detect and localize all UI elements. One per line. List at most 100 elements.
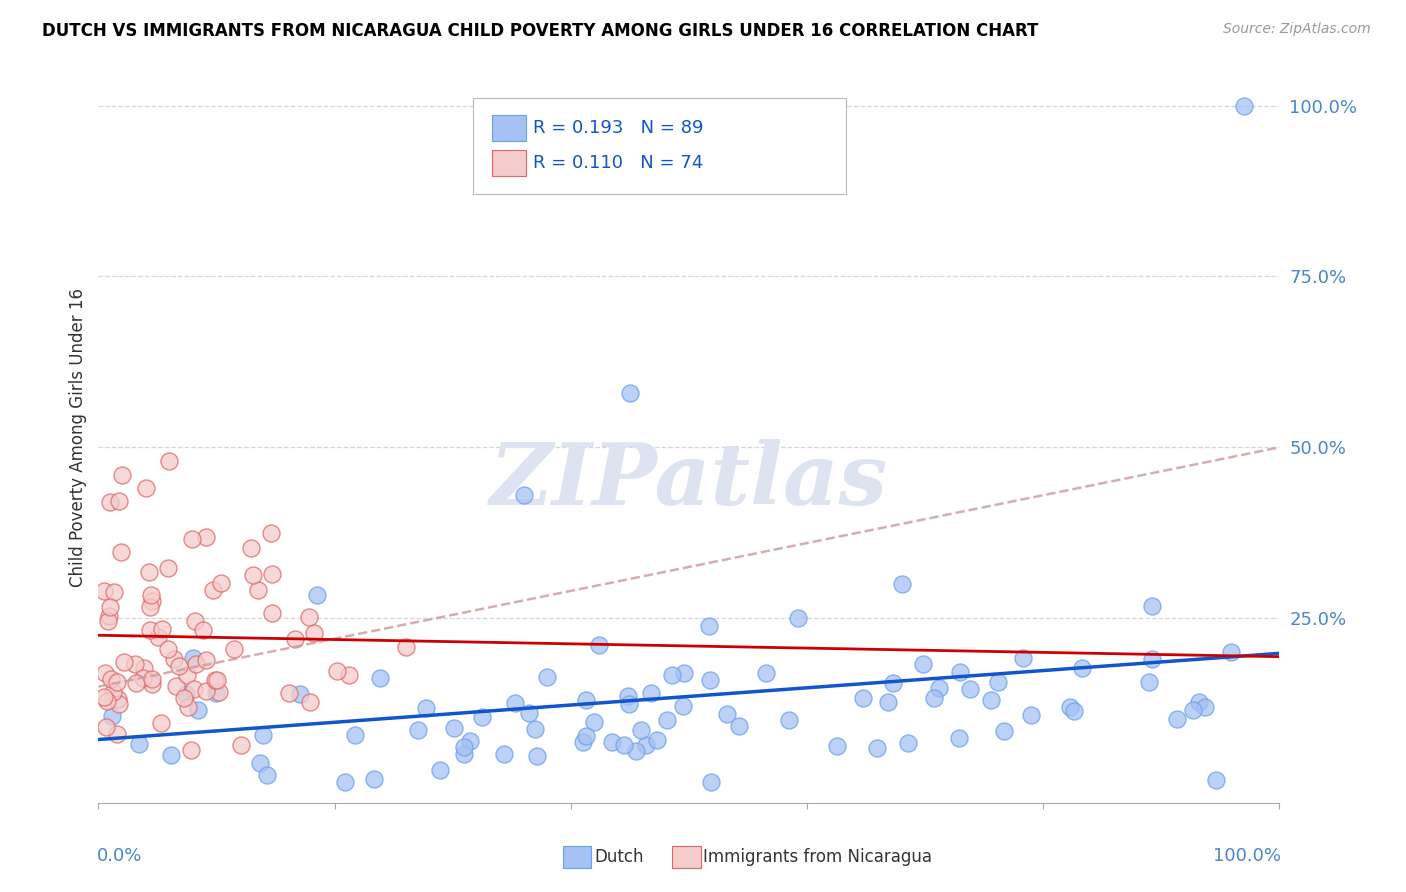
- Point: [150, 622, 173, 636]
- Point: [333, 775, 356, 789]
- Point: [98, 495, 121, 509]
- Point: [897, 736, 920, 750]
- Point: [284, 632, 307, 646]
- Point: [156, 561, 179, 575]
- Point: [94, 665, 117, 680]
- Point: [181, 651, 204, 665]
- Point: [343, 728, 366, 742]
- Point: [636, 738, 658, 752]
- Point: [298, 695, 321, 709]
- Point: [204, 673, 226, 687]
- Point: [150, 715, 173, 730]
- Point: [139, 588, 162, 602]
- Point: [1137, 674, 1160, 689]
- Point: [141, 594, 163, 608]
- Point: [337, 667, 360, 681]
- Point: [194, 530, 217, 544]
- FancyBboxPatch shape: [562, 846, 591, 868]
- Point: [239, 541, 262, 555]
- Point: [146, 630, 169, 644]
- Point: [825, 739, 848, 754]
- Point: [512, 488, 534, 502]
- Point: [1166, 712, 1188, 726]
- Point: [363, 772, 385, 786]
- Point: [890, 577, 912, 591]
- Point: [697, 618, 720, 632]
- Point: [959, 681, 981, 696]
- Point: [160, 747, 183, 762]
- Point: [165, 679, 187, 693]
- Point: [1205, 773, 1227, 788]
- Point: [1194, 700, 1216, 714]
- Point: [1071, 661, 1094, 675]
- Point: [727, 719, 749, 733]
- Text: R = 0.193   N = 89: R = 0.193 N = 89: [533, 119, 703, 136]
- Point: [1059, 700, 1081, 714]
- Point: [617, 689, 640, 703]
- Point: [163, 652, 186, 666]
- Point: [574, 729, 596, 743]
- Point: [252, 728, 274, 742]
- Point: [139, 599, 162, 614]
- Point: [1140, 652, 1163, 666]
- Point: [755, 666, 778, 681]
- Point: [173, 690, 195, 705]
- Point: [588, 638, 610, 652]
- Point: [256, 767, 278, 781]
- Point: [246, 583, 269, 598]
- Point: [107, 692, 129, 706]
- Point: [298, 610, 321, 624]
- Point: [415, 701, 437, 715]
- Point: [655, 713, 678, 727]
- Point: [187, 703, 209, 717]
- Point: [778, 713, 800, 727]
- Point: [176, 668, 198, 682]
- Point: [111, 467, 134, 482]
- Point: [141, 672, 163, 686]
- Point: [195, 653, 218, 667]
- Point: [1233, 98, 1256, 112]
- Point: [195, 684, 218, 698]
- Point: [260, 525, 283, 540]
- Point: [169, 659, 191, 673]
- Point: [630, 723, 652, 737]
- Point: [949, 665, 972, 680]
- Point: [93, 583, 115, 598]
- FancyBboxPatch shape: [492, 114, 526, 141]
- Point: [523, 722, 546, 736]
- Point: [183, 615, 205, 629]
- Point: [645, 733, 668, 747]
- FancyBboxPatch shape: [492, 150, 526, 176]
- Text: 0.0%: 0.0%: [97, 847, 142, 864]
- Point: [205, 685, 228, 699]
- FancyBboxPatch shape: [672, 846, 700, 868]
- Point: [716, 707, 738, 722]
- Point: [1188, 695, 1211, 709]
- Point: [1219, 645, 1241, 659]
- Point: [395, 640, 418, 654]
- Point: [131, 671, 153, 685]
- Text: ZIPatlas: ZIPatlas: [489, 439, 889, 523]
- Point: [103, 584, 125, 599]
- Text: Source: ZipAtlas.com: Source: ZipAtlas.com: [1223, 22, 1371, 37]
- Point: [699, 673, 721, 688]
- Point: [787, 611, 810, 625]
- Point: [852, 691, 875, 706]
- Point: [1181, 703, 1204, 717]
- Point: [156, 641, 179, 656]
- FancyBboxPatch shape: [472, 98, 846, 194]
- Point: [96, 694, 118, 708]
- Point: [138, 566, 160, 580]
- Point: [262, 567, 284, 582]
- Point: [640, 686, 662, 700]
- Point: [128, 738, 150, 752]
- Point: [661, 668, 683, 682]
- Point: [94, 720, 117, 734]
- Point: [877, 695, 900, 709]
- Text: R = 0.110   N = 74: R = 0.110 N = 74: [533, 153, 703, 172]
- Point: [987, 674, 1010, 689]
- Point: [305, 589, 328, 603]
- Point: [242, 567, 264, 582]
- Point: [101, 709, 124, 723]
- Point: [526, 749, 548, 764]
